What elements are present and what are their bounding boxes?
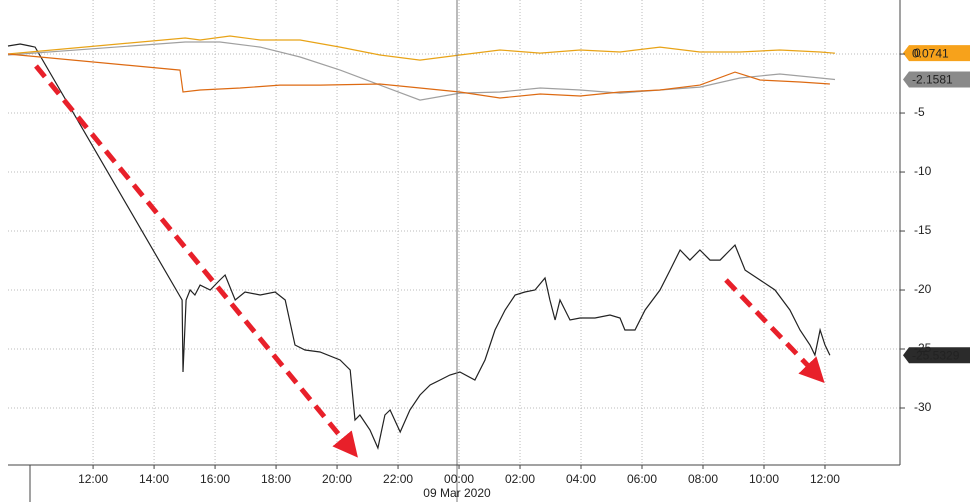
series-line: [7, 35, 836, 61]
x-tick-label: 08:00: [688, 472, 718, 486]
end-label-box: [903, 71, 970, 88]
x-tick-label: 12:00: [78, 472, 108, 486]
trend-arrow: [34, 64, 358, 458]
y-tick-label: -5: [914, 105, 925, 119]
y-tick-label: 0: [914, 46, 921, 60]
x-tick-label: 12:00: [810, 472, 840, 486]
end-label-box: [903, 347, 970, 364]
y-tick-label: -15: [914, 223, 932, 237]
series-line: [7, 43, 831, 450]
x-tick-label: 06:00: [627, 472, 657, 486]
lines: [7, 35, 836, 450]
x-tick-label: 14:00: [139, 472, 169, 486]
x-tick-label: 20:00: [322, 472, 352, 486]
end-labels: -25.5329 0.0741 -2.1581: [903, 45, 970, 364]
y-tick-label: -10: [914, 164, 932, 178]
series-line: [7, 53, 830, 99]
x-tick-label: 16:00: [200, 472, 230, 486]
x-tick-label: 00:00: [444, 472, 474, 486]
x-tick-label: 02:00: [505, 472, 535, 486]
y-tick-label: -20: [914, 282, 932, 296]
date-label: 09 Mar 2020: [423, 486, 491, 500]
x-tick-label: 22:00: [383, 472, 413, 486]
y-tick-label: -30: [914, 400, 932, 414]
end-label: -25.5329: [912, 348, 960, 362]
x-tick-label: 04:00: [566, 472, 596, 486]
end-label: 0.0741: [912, 46, 949, 60]
x-tick-label: 18:00: [261, 472, 291, 486]
end-label: -2.1581: [912, 73, 953, 87]
x-tick-label: 10:00: [749, 472, 779, 486]
y-tick-label: -25: [914, 341, 932, 355]
series-line: [7, 41, 836, 101]
trend-arrow: [724, 278, 825, 384]
end-label-box: [903, 45, 970, 62]
grid: [8, 0, 900, 465]
